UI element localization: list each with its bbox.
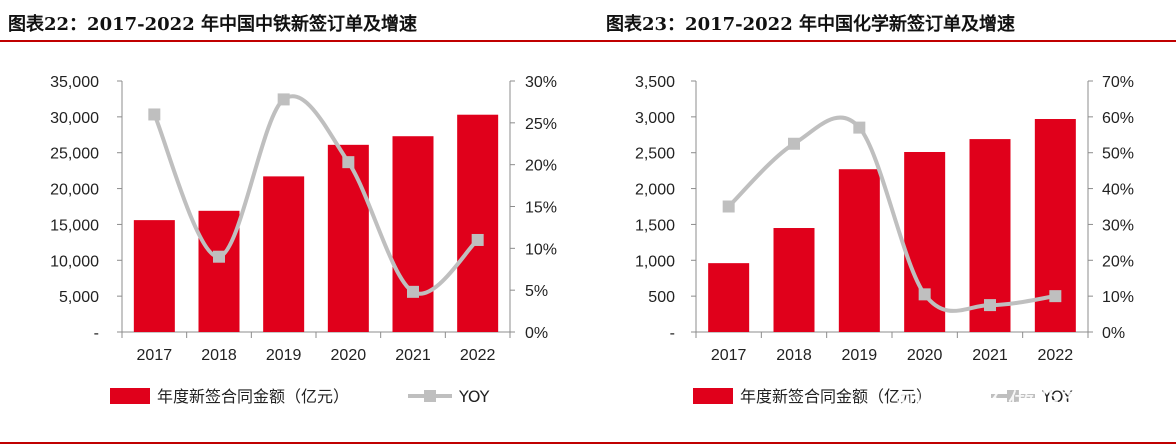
right-y-left-tick-label: - [670,325,675,342]
right-y-right-tick-label: 30% [1102,217,1134,234]
right-y-right-tick-label: 50% [1102,146,1134,163]
left-y-left-tick-label: 20,000 [50,182,99,199]
left-y-right-tick-label: 25% [525,116,557,133]
left-x-tick-label: 2019 [266,347,302,364]
right-y-right-tick-label: 20% [1102,253,1134,270]
left-bar [133,220,175,332]
right-y-left-tick-label: 3,000 [635,110,675,127]
right-yoy-point [918,288,931,301]
left-yoy-point [213,250,225,263]
right-legend-line-label: YOY [1041,387,1073,406]
left-y-left-tick-label: - [94,325,99,342]
left-bar [392,136,434,332]
left-y-right-tick-label: 5% [525,283,548,300]
right-y-right-tick-label: 40% [1102,182,1134,199]
left-x-tick-label: 2022 [460,347,496,364]
left-x-tick-label: 2017 [137,347,173,364]
right-y-left-tick-label: 2,500 [635,146,675,163]
right-y-right-tick-label: 60% [1102,110,1134,127]
right-bar [838,169,880,332]
right-y-right-tick-label: 70% [1102,74,1134,91]
left-y-right-tick-label: 15% [525,200,557,217]
right-y-left-tick-label: 2,000 [635,182,675,199]
left-y-left-tick-label: 25,000 [50,146,99,163]
right-x-tick-label: 2022 [1038,347,1074,364]
right-y-left-tick-label: 1,500 [635,217,675,234]
left-bar [327,144,369,332]
right-y-left-tick-label: 500 [648,289,675,306]
right-x-tick-label: 2017 [711,347,747,364]
left-y-left-tick-label: 10,000 [50,253,99,270]
left-yoy-point [471,233,484,246]
left-y-right-tick-label: 0% [525,325,548,342]
right-yoy-point [853,121,866,134]
left-yoy-point [407,285,419,298]
left-yoy-point [342,156,355,169]
right-yoy-point [984,299,996,312]
right-yoy-point [1049,290,1062,303]
right-y-right-tick-label: 0% [1102,325,1125,342]
chart-title-left: 图表22：2017-2022 年中国中铁新签订单及增速 [8,14,417,35]
left-y-left-tick-label: 35,000 [50,74,99,91]
right-y-left-tick-label: 1,000 [635,253,675,270]
right-x-tick-label: 2021 [972,347,1008,364]
left-bar [263,176,305,332]
left-y-left-tick-label: 15,000 [50,217,99,234]
left-legend-bar-label: 年度新签合同金额（亿元） [157,387,349,406]
chart-title-right: 图表23：2017-2022 年中国化学新签订单及增速 [606,14,1015,35]
right-legend-bar-label: 年度新签合同金额（亿元） [740,387,932,406]
left-legend-bar-swatch [110,388,150,404]
right-x-tick-label: 2019 [842,347,878,364]
watermark-text: 知乎 @不做韭菜 [896,389,1087,419]
right-bar [904,151,946,332]
footer-divider [0,442,1176,444]
right-legend-bar-swatch [693,388,733,404]
right-bar [708,263,750,332]
right-x-tick-label: 2018 [776,347,812,364]
left-bar [457,114,499,332]
header-divider [0,40,1176,42]
left-x-tick-label: 2020 [331,347,367,364]
left-y-left-tick-label: 30,000 [50,110,99,127]
left-yoy-point [148,108,161,121]
right-bar [773,228,815,332]
right-legend-line-marker [1007,390,1019,402]
left-yoy-point [277,93,290,106]
right-y-right-tick-label: 10% [1102,289,1134,306]
left-legend-line-marker [424,390,436,402]
right-yoy-point [788,137,800,150]
left-x-tick-label: 2021 [395,347,431,364]
right-yoy-point [722,200,735,213]
left-y-left-tick-label: 5,000 [59,289,99,306]
left-y-right-tick-label: 30% [525,74,557,91]
right-y-left-tick-label: 3,500 [635,74,675,91]
left-y-right-tick-label: 20% [525,158,557,175]
right-x-tick-label: 2020 [907,347,943,364]
left-y-right-tick-label: 10% [525,241,557,258]
left-bar [198,210,240,332]
left-x-tick-label: 2018 [201,347,237,364]
left-legend-line-label: YOY [458,387,490,406]
